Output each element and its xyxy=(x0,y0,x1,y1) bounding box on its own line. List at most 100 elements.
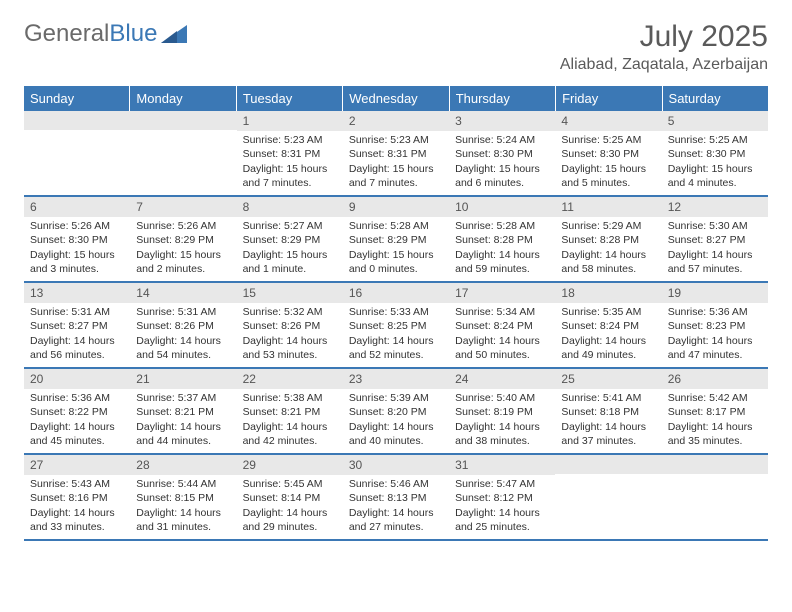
daylight-text: Daylight: 14 hours and 33 minutes. xyxy=(30,506,124,534)
day-number: 19 xyxy=(662,283,768,303)
day-number: 8 xyxy=(237,197,343,217)
sunrise-text: Sunrise: 5:33 AM xyxy=(349,305,443,319)
day-number: 7 xyxy=(130,197,236,217)
day-number: 18 xyxy=(555,283,661,303)
day-content: Sunrise: 5:31 AMSunset: 8:27 PMDaylight:… xyxy=(24,305,130,362)
daylight-text: Daylight: 14 hours and 40 minutes. xyxy=(349,420,443,448)
sunset-text: Sunset: 8:27 PM xyxy=(30,319,124,333)
day-header: Sunday xyxy=(24,86,130,111)
day-content: Sunrise: 5:47 AMSunset: 8:12 PMDaylight:… xyxy=(449,477,555,534)
month-title: July 2025 xyxy=(560,20,768,54)
day-number: 12 xyxy=(662,197,768,217)
day-header-row: SundayMondayTuesdayWednesdayThursdayFrid… xyxy=(24,86,768,111)
day-content: Sunrise: 5:23 AMSunset: 8:31 PMDaylight:… xyxy=(343,133,449,190)
day-cell: 28Sunrise: 5:44 AMSunset: 8:15 PMDayligh… xyxy=(130,455,236,539)
day-cell: 18Sunrise: 5:35 AMSunset: 8:24 PMDayligh… xyxy=(555,283,661,367)
sunset-text: Sunset: 8:12 PM xyxy=(455,491,549,505)
sunset-text: Sunset: 8:25 PM xyxy=(349,319,443,333)
day-cell: 12Sunrise: 5:30 AMSunset: 8:27 PMDayligh… xyxy=(662,197,768,281)
sunset-text: Sunset: 8:21 PM xyxy=(243,405,337,419)
day-number: 16 xyxy=(343,283,449,303)
daylight-text: Daylight: 14 hours and 29 minutes. xyxy=(243,506,337,534)
day-number: 20 xyxy=(24,369,130,389)
day-number-empty xyxy=(130,111,236,130)
day-number: 4 xyxy=(555,111,661,131)
daylight-text: Daylight: 14 hours and 53 minutes. xyxy=(243,334,337,362)
day-header: Saturday xyxy=(663,86,768,111)
day-content: Sunrise: 5:33 AMSunset: 8:25 PMDaylight:… xyxy=(343,305,449,362)
brand-part2: Blue xyxy=(109,20,157,48)
day-content: Sunrise: 5:30 AMSunset: 8:27 PMDaylight:… xyxy=(662,219,768,276)
day-cell: 15Sunrise: 5:32 AMSunset: 8:26 PMDayligh… xyxy=(237,283,343,367)
day-cell xyxy=(24,111,130,195)
daylight-text: Daylight: 14 hours and 44 minutes. xyxy=(136,420,230,448)
sunrise-text: Sunrise: 5:47 AM xyxy=(455,477,549,491)
day-number: 5 xyxy=(662,111,768,131)
sunrise-text: Sunrise: 5:38 AM xyxy=(243,391,337,405)
title-block: July 2025 Aliabad, Zaqatala, Azerbaijan xyxy=(560,20,768,74)
daylight-text: Daylight: 15 hours and 4 minutes. xyxy=(668,162,762,190)
sunset-text: Sunset: 8:17 PM xyxy=(668,405,762,419)
daylight-text: Daylight: 14 hours and 38 minutes. xyxy=(455,420,549,448)
day-header: Friday xyxy=(556,86,662,111)
day-number: 29 xyxy=(237,455,343,475)
sunset-text: Sunset: 8:31 PM xyxy=(349,147,443,161)
daylight-text: Daylight: 15 hours and 2 minutes. xyxy=(136,248,230,276)
sunset-text: Sunset: 8:13 PM xyxy=(349,491,443,505)
day-cell xyxy=(662,455,768,539)
day-content: Sunrise: 5:27 AMSunset: 8:29 PMDaylight:… xyxy=(237,219,343,276)
day-number: 10 xyxy=(449,197,555,217)
day-number: 11 xyxy=(555,197,661,217)
sunrise-text: Sunrise: 5:46 AM xyxy=(349,477,443,491)
sunset-text: Sunset: 8:30 PM xyxy=(455,147,549,161)
day-cell: 1Sunrise: 5:23 AMSunset: 8:31 PMDaylight… xyxy=(237,111,343,195)
sunset-text: Sunset: 8:28 PM xyxy=(455,233,549,247)
sunrise-text: Sunrise: 5:34 AM xyxy=(455,305,549,319)
day-header: Monday xyxy=(130,86,236,111)
daylight-text: Daylight: 15 hours and 6 minutes. xyxy=(455,162,549,190)
sunrise-text: Sunrise: 5:27 AM xyxy=(243,219,337,233)
day-content: Sunrise: 5:29 AMSunset: 8:28 PMDaylight:… xyxy=(555,219,661,276)
sunset-text: Sunset: 8:24 PM xyxy=(455,319,549,333)
day-cell: 16Sunrise: 5:33 AMSunset: 8:25 PMDayligh… xyxy=(343,283,449,367)
sunset-text: Sunset: 8:15 PM xyxy=(136,491,230,505)
daylight-text: Daylight: 14 hours and 49 minutes. xyxy=(561,334,655,362)
brand-logo: GeneralBlue xyxy=(24,20,187,48)
day-content: Sunrise: 5:42 AMSunset: 8:17 PMDaylight:… xyxy=(662,391,768,448)
page-header: GeneralBlue July 2025 Aliabad, Zaqatala,… xyxy=(24,20,768,74)
sunrise-text: Sunrise: 5:36 AM xyxy=(30,391,124,405)
sunset-text: Sunset: 8:21 PM xyxy=(136,405,230,419)
day-cell: 31Sunrise: 5:47 AMSunset: 8:12 PMDayligh… xyxy=(449,455,555,539)
day-content: Sunrise: 5:32 AMSunset: 8:26 PMDaylight:… xyxy=(237,305,343,362)
day-number: 22 xyxy=(237,369,343,389)
daylight-text: Daylight: 14 hours and 35 minutes. xyxy=(668,420,762,448)
day-content: Sunrise: 5:23 AMSunset: 8:31 PMDaylight:… xyxy=(237,133,343,190)
day-cell: 2Sunrise: 5:23 AMSunset: 8:31 PMDaylight… xyxy=(343,111,449,195)
week-row: 1Sunrise: 5:23 AMSunset: 8:31 PMDaylight… xyxy=(24,111,768,197)
week-row: 13Sunrise: 5:31 AMSunset: 8:27 PMDayligh… xyxy=(24,283,768,369)
daylight-text: Daylight: 15 hours and 7 minutes. xyxy=(243,162,337,190)
day-cell: 25Sunrise: 5:41 AMSunset: 8:18 PMDayligh… xyxy=(555,369,661,453)
day-cell xyxy=(130,111,236,195)
sunrise-text: Sunrise: 5:26 AM xyxy=(136,219,230,233)
sunrise-text: Sunrise: 5:28 AM xyxy=(455,219,549,233)
sunset-text: Sunset: 8:19 PM xyxy=(455,405,549,419)
day-cell: 10Sunrise: 5:28 AMSunset: 8:28 PMDayligh… xyxy=(449,197,555,281)
sunset-text: Sunset: 8:30 PM xyxy=(561,147,655,161)
sunset-text: Sunset: 8:31 PM xyxy=(243,147,337,161)
week-row: 6Sunrise: 5:26 AMSunset: 8:30 PMDaylight… xyxy=(24,197,768,283)
sunrise-text: Sunrise: 5:40 AM xyxy=(455,391,549,405)
day-number-empty xyxy=(662,455,768,474)
sunset-text: Sunset: 8:30 PM xyxy=(30,233,124,247)
sunrise-text: Sunrise: 5:25 AM xyxy=(668,133,762,147)
day-content: Sunrise: 5:38 AMSunset: 8:21 PMDaylight:… xyxy=(237,391,343,448)
sunset-text: Sunset: 8:28 PM xyxy=(561,233,655,247)
sunrise-text: Sunrise: 5:25 AM xyxy=(561,133,655,147)
daylight-text: Daylight: 15 hours and 7 minutes. xyxy=(349,162,443,190)
sunset-text: Sunset: 8:23 PM xyxy=(668,319,762,333)
day-cell: 8Sunrise: 5:27 AMSunset: 8:29 PMDaylight… xyxy=(237,197,343,281)
day-number: 13 xyxy=(24,283,130,303)
day-number: 23 xyxy=(343,369,449,389)
sunrise-text: Sunrise: 5:31 AM xyxy=(136,305,230,319)
sunrise-text: Sunrise: 5:23 AM xyxy=(349,133,443,147)
